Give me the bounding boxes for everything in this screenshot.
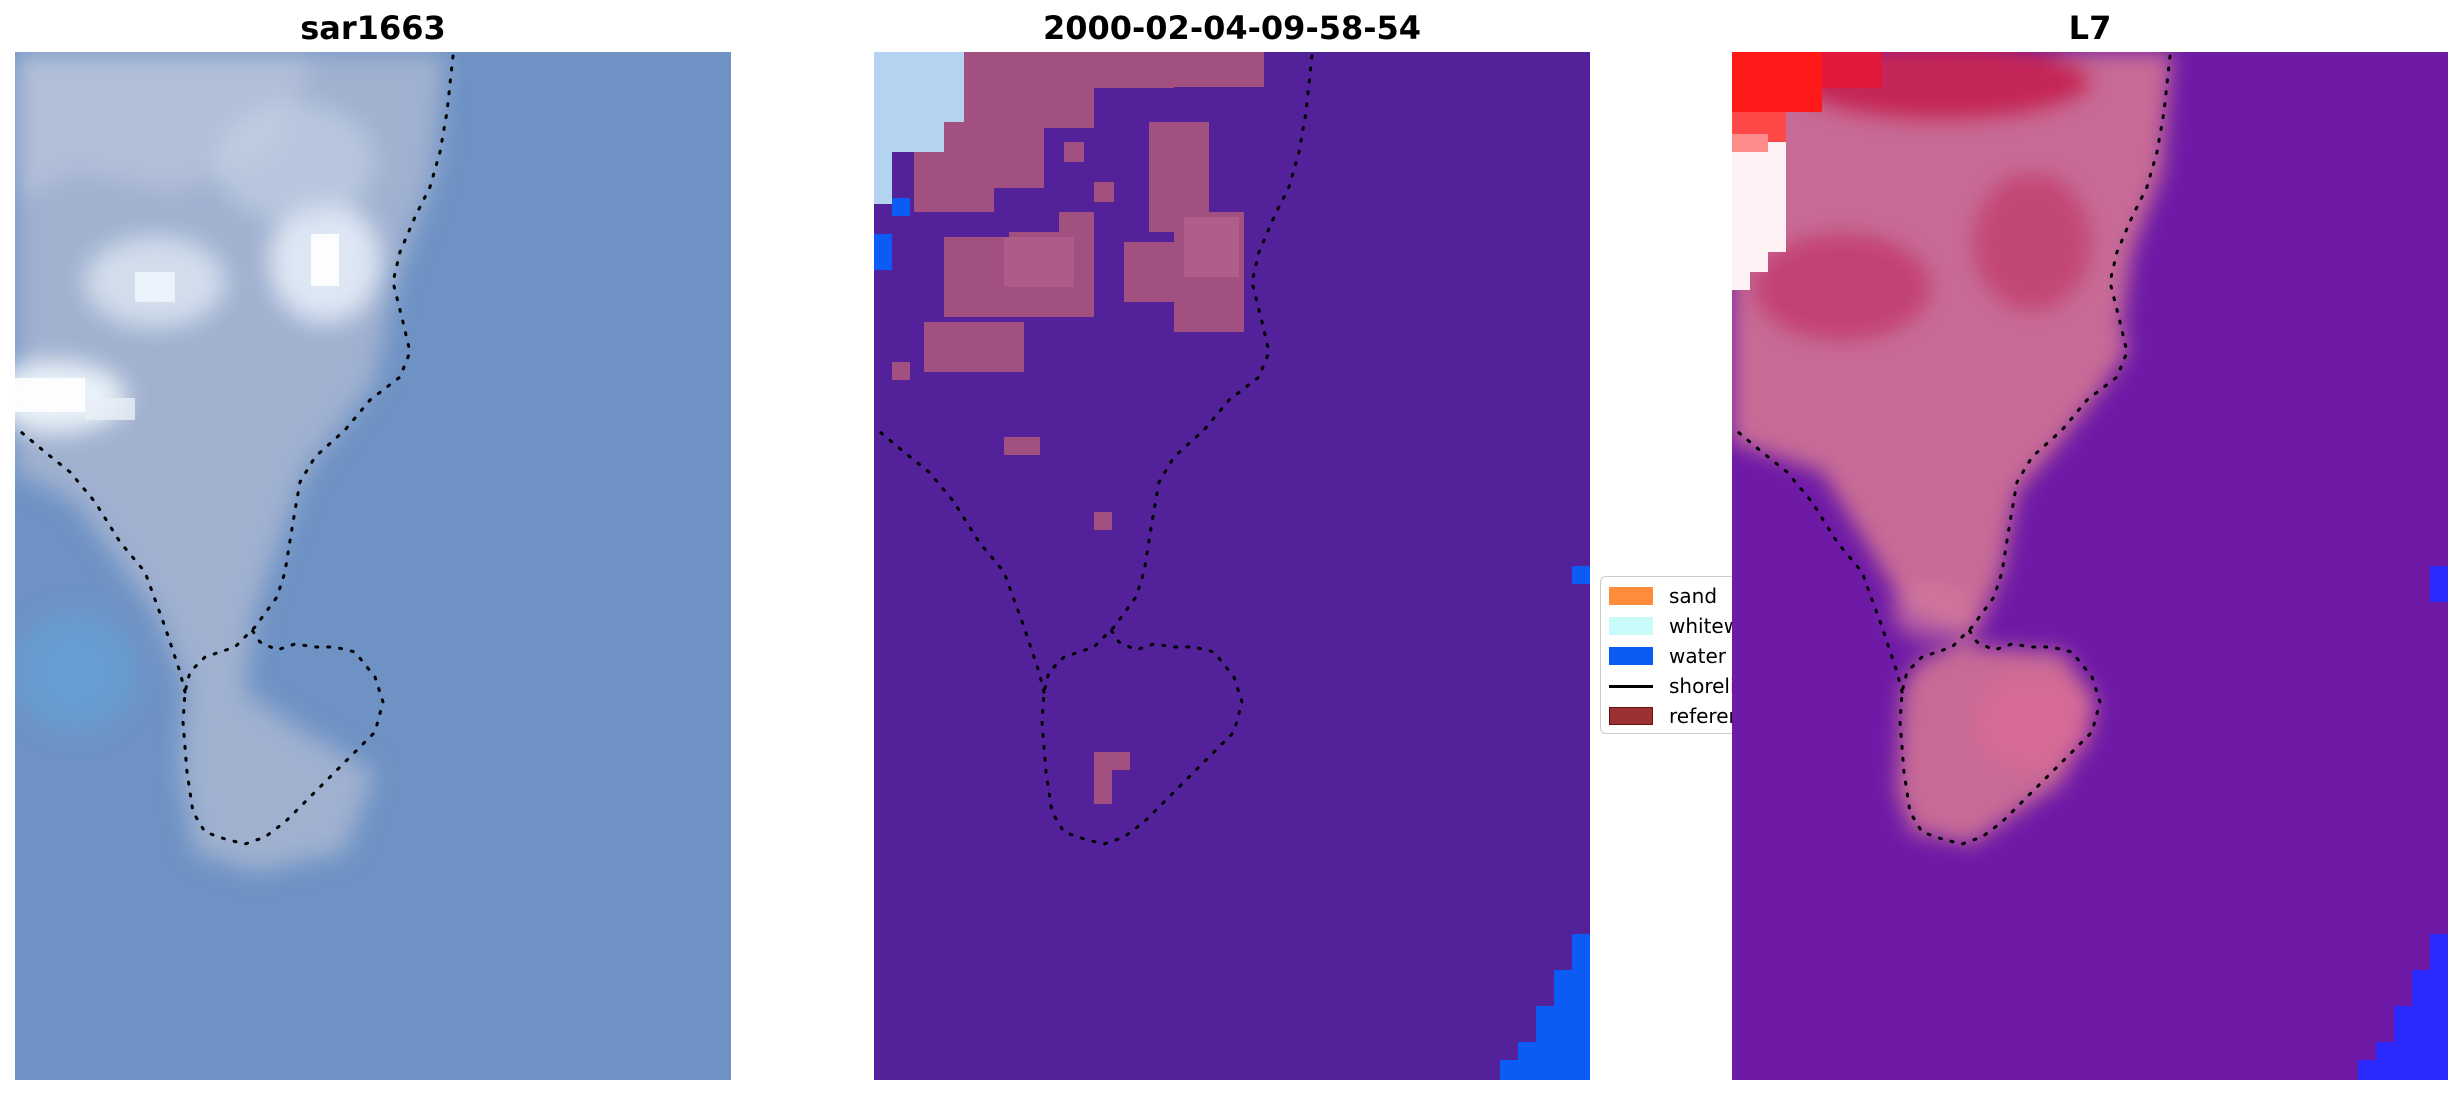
bright-patch: [311, 234, 339, 286]
legend-item-sand: sand: [1609, 584, 1718, 608]
water-class: [874, 198, 1590, 1080]
legend-label-sand: sand: [1669, 584, 1718, 608]
panel-title-l7: L7: [2068, 9, 2112, 47]
bright-patch: [85, 398, 135, 420]
legend-item-shoreline: shoreline: [1609, 674, 1732, 698]
legend-line-shoreline: [1609, 684, 1653, 688]
land-index: [1732, 52, 2172, 844]
shoreline: [1732, 54, 2172, 846]
legend-swatch-whitewater: [1609, 617, 1653, 635]
legend-swatch-sand: [1609, 587, 1653, 605]
panel-title-date: 2000-02-04-09-58-54: [1042, 9, 1422, 47]
corner-whitewater: [874, 52, 964, 204]
saturated-red: [1732, 52, 1882, 142]
legend-label-reference-shoreline: reference shoreline: [1669, 704, 1732, 728]
legend-label-water: water: [1669, 644, 1726, 668]
rgb-image-panel: [15, 52, 731, 1080]
panel-title-sar1663: sar1663: [300, 9, 446, 47]
legend-swatch-reference-shoreline: [1609, 707, 1653, 725]
bright-patch: [15, 378, 85, 412]
classification-panel: [874, 52, 1590, 1080]
shoreline: [874, 54, 1314, 846]
shoreline: [15, 54, 455, 846]
l7-index-panel: [1732, 52, 2448, 1080]
legend-item-water: water: [1609, 644, 1726, 668]
bright-patch: [1732, 134, 1768, 152]
legend-swatch-water: [1609, 647, 1653, 665]
legend-item-reference-shoreline: reference shoreline: [1609, 704, 1732, 728]
land-highlight: [1184, 217, 1239, 277]
bright-patch: [135, 272, 175, 302]
land-highlight: [1004, 237, 1074, 287]
bright-white: [1732, 142, 1786, 290]
water-index: [2358, 566, 2448, 1080]
legend-label-shoreline: shoreline: [1669, 674, 1732, 698]
